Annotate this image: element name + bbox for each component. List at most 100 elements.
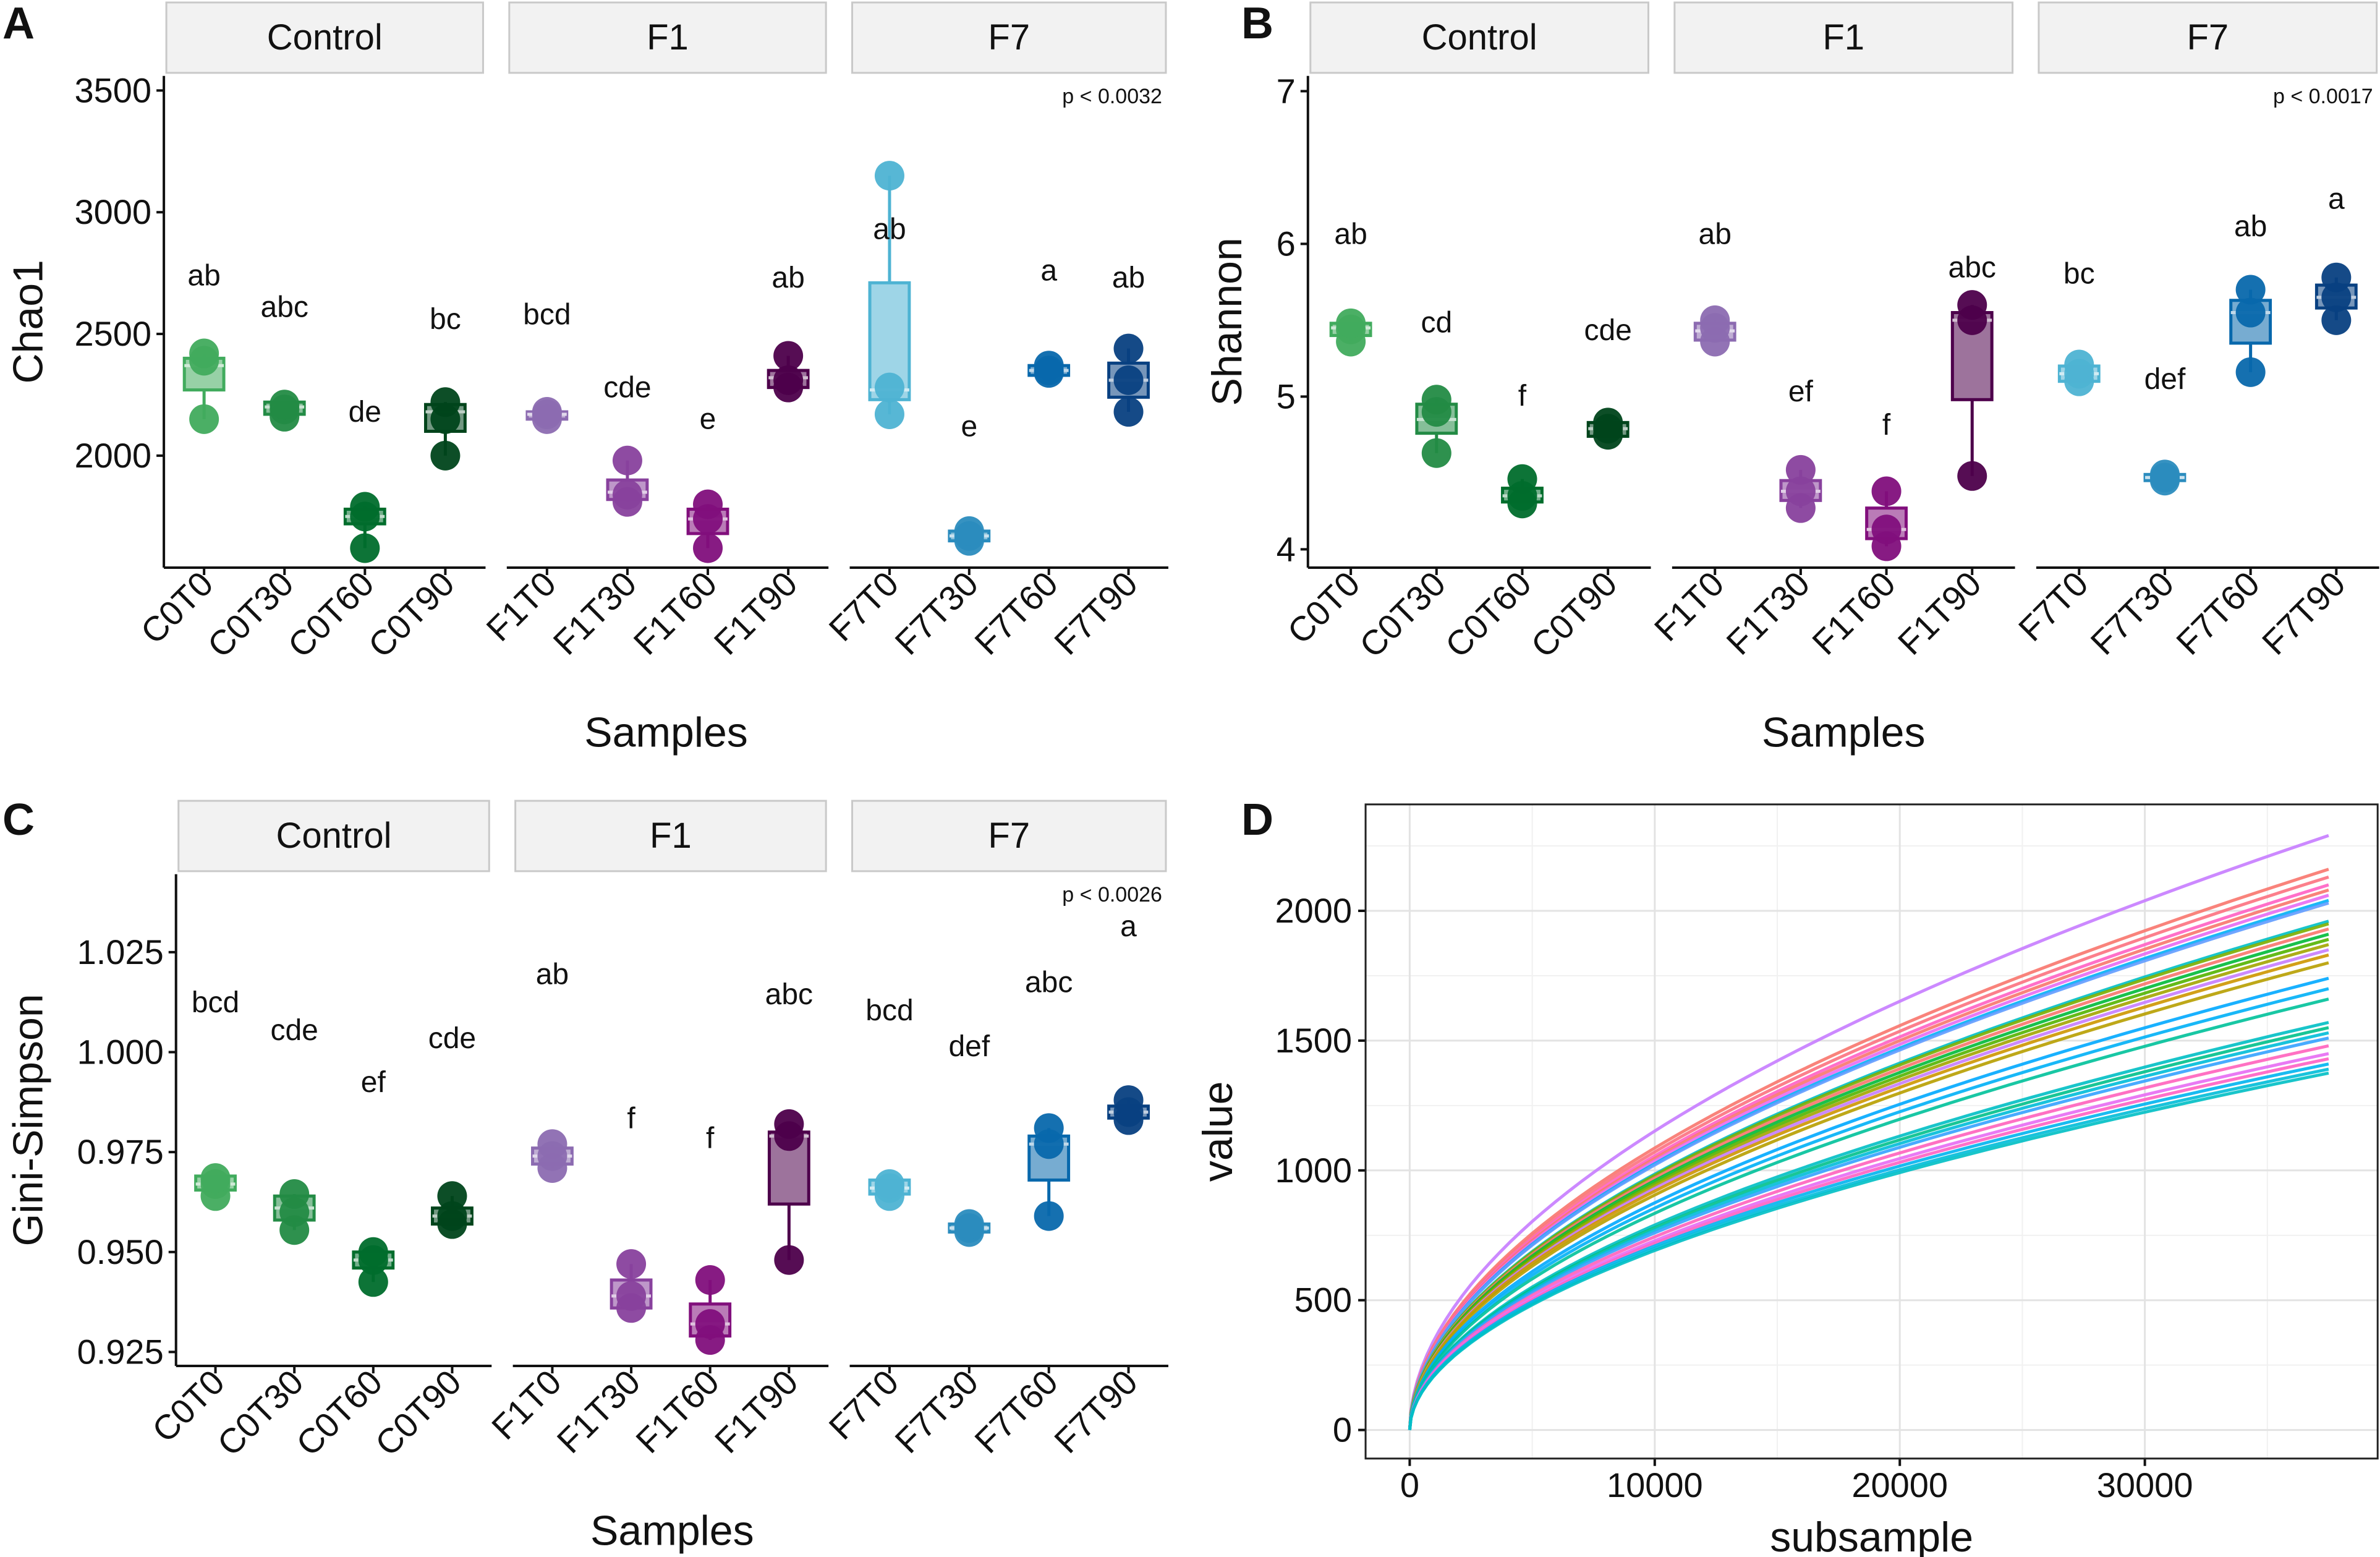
series-line [1408, 834, 2329, 1430]
series-line [1408, 1071, 2329, 1430]
data-point [350, 492, 380, 522]
data-point [358, 1237, 388, 1267]
sample-group: ab [767, 262, 810, 403]
y-tick-label: 1.025 [77, 932, 164, 971]
sample-group: de [343, 396, 386, 563]
facet-strip [514, 800, 827, 872]
data-point [874, 161, 904, 191]
panel-letter-d: D [1241, 795, 1273, 845]
data-point [2149, 459, 2180, 490]
significance-letter: cde [270, 1014, 318, 1047]
sample-group: cde [603, 371, 652, 517]
facet-label: F7 [988, 816, 1030, 856]
data-point [616, 1249, 647, 1279]
sample-group: ab [1107, 262, 1150, 427]
data-point [695, 1265, 725, 1295]
x-tick-label: F1T60 [628, 1362, 726, 1461]
y-tick-label: 1.000 [77, 1033, 164, 1072]
data-point [874, 399, 904, 429]
data-point [430, 440, 461, 471]
data-point [200, 1163, 231, 1193]
data-point [1700, 305, 1730, 335]
data-point [773, 365, 804, 395]
x-tick-label: F1T90 [707, 1362, 805, 1461]
data-point [2321, 262, 2352, 292]
x-tick-label: F7T90 [2255, 564, 2353, 662]
data-point [270, 390, 300, 420]
data-point [358, 1267, 388, 1297]
sample-group: cde [270, 1014, 318, 1245]
series-line [1408, 937, 2329, 1430]
y-tick-label: 0.950 [77, 1232, 164, 1271]
facet-label: F7 [988, 17, 1030, 58]
series-line [1408, 902, 2329, 1430]
data-point [693, 533, 723, 563]
data-point [2321, 305, 2352, 335]
x-tick-label: 0 [1400, 1465, 1419, 1504]
sample-group: ab [868, 161, 911, 429]
y-tick-label: 2000 [1275, 891, 1352, 930]
y-tick-label: 3500 [75, 70, 152, 109]
sample-group: abc [765, 978, 813, 1275]
significance-letter: cd [1421, 307, 1452, 339]
significance-letter: abc [1949, 252, 1996, 284]
p-value-label: p < 0.0032 [1062, 85, 1162, 108]
data-point [616, 1281, 647, 1311]
x-axis-title: Samples [1762, 709, 1926, 756]
significance-letter: bcd [523, 298, 571, 331]
series-line [1408, 943, 2329, 1430]
sample-group: a [2314, 183, 2358, 335]
x-axis-title: Samples [590, 1508, 754, 1555]
sample-group: abc [1025, 966, 1073, 1231]
x-tick-label: F7T90 [1047, 564, 1145, 662]
significance-letter: f [1882, 409, 1891, 442]
significance-letter: ab [771, 262, 804, 294]
significance-letter: ab [1112, 262, 1145, 294]
facet-label: F1 [647, 17, 689, 58]
significance-letter: f [1518, 380, 1527, 412]
data-point [2235, 357, 2266, 387]
panel-letter-a: A [2, 0, 35, 48]
facet-strip [1673, 1, 2014, 74]
data-point [695, 1309, 725, 1339]
data-point [279, 1179, 310, 1209]
significance-letter: a [1040, 254, 1057, 287]
significance-letter: ef [361, 1066, 386, 1099]
significance-letter: a [2328, 183, 2345, 216]
data-point [954, 516, 984, 546]
significance-letter: e [700, 403, 716, 436]
data-point [1785, 476, 1816, 506]
sample-group: f [1865, 409, 1908, 561]
y-tick-label: 6 [1277, 224, 1296, 263]
significance-letter: ab [1334, 218, 1367, 250]
x-tick-label: 30000 [2097, 1465, 2193, 1504]
significance-letter: a [1120, 910, 1137, 943]
y-tick-label: 1500 [1275, 1021, 1352, 1060]
x-axis-title: subsample [1770, 1514, 1973, 1557]
y-tick-label: 0.925 [77, 1332, 164, 1371]
data-point [1785, 454, 1816, 485]
x-tick-label: F7T30 [2083, 564, 2181, 662]
sample-group: abc [1949, 252, 1996, 491]
y-tick-label: 0 [1333, 1410, 1352, 1449]
x-tick-label: C0T90 [1523, 564, 1624, 665]
series-line [1408, 953, 2329, 1430]
data-point [774, 1245, 804, 1275]
sample-group: bcd [192, 986, 239, 1211]
data-point [2235, 297, 2266, 328]
sample-group: ab [1693, 218, 1736, 357]
x-tick-label: C0T30 [210, 1362, 310, 1463]
data-point [1593, 407, 1623, 438]
x-tick-label: F1T30 [1719, 564, 1817, 662]
x-tick-label: F1T90 [1890, 564, 1989, 662]
data-point [1113, 1085, 1144, 1115]
data-point [874, 372, 904, 403]
x-tick-label: C0T90 [368, 1362, 469, 1463]
data-point [532, 397, 562, 427]
sample-group: ef [1779, 375, 1822, 523]
significance-letter: f [627, 1102, 635, 1135]
data-point [1113, 397, 1144, 427]
significance-letter: f [706, 1122, 715, 1155]
x-tick-label: F7T60 [967, 1362, 1065, 1461]
significance-letter: ab [536, 958, 569, 991]
